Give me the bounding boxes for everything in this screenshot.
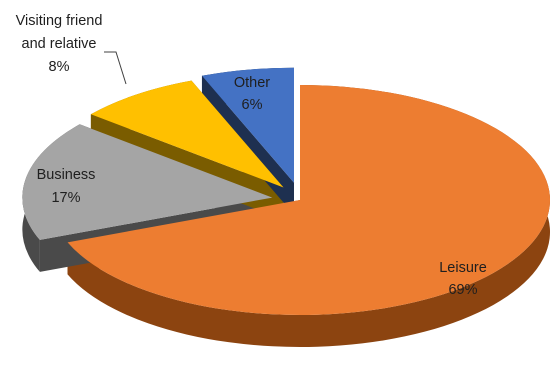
slice-other bbox=[201, 67, 294, 183]
slice-visiting bbox=[90, 80, 284, 188]
label-business-value: 17% bbox=[51, 190, 80, 206]
label-leisure-category: Leisure bbox=[439, 260, 487, 276]
label-visiting-category-line2: and relative bbox=[22, 36, 97, 52]
label-leisure-value: 69% bbox=[448, 282, 477, 298]
label-other-category: Other bbox=[234, 75, 270, 91]
slice-labels: Leisure 69% Business 17% Visiting friend… bbox=[16, 13, 487, 298]
slice-tops bbox=[22, 67, 551, 315]
label-business-category: Business bbox=[37, 167, 96, 183]
slice-leisure bbox=[67, 84, 551, 315]
label-visiting-category-line1: Visiting friend bbox=[16, 13, 103, 29]
visiting-leader-line bbox=[104, 51, 127, 85]
label-other-value: 6% bbox=[242, 97, 263, 113]
slice-business bbox=[22, 124, 273, 240]
label-visiting-value: 8% bbox=[49, 59, 70, 75]
leader-lines bbox=[104, 51, 127, 85]
